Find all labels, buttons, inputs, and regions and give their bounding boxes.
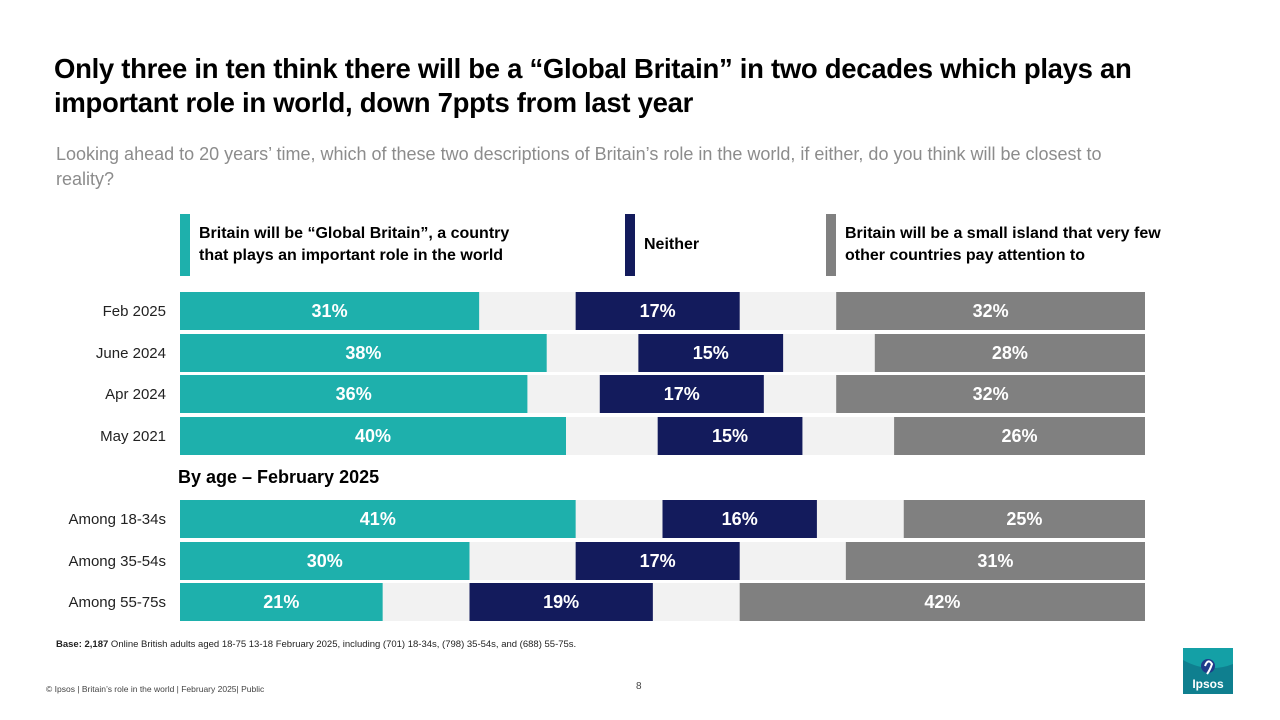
legend-label-neither: Neither xyxy=(644,236,700,253)
bar-small-among-35-54s xyxy=(845,542,1145,580)
bar-neither-june-2024 xyxy=(638,334,784,372)
bar-small-feb-2025 xyxy=(836,292,1145,330)
bar-global-may-2021 xyxy=(180,417,566,455)
bar-global-apr-2024 xyxy=(180,375,528,413)
bar-small-among-18-34s xyxy=(903,500,1145,538)
section-label-by-age: By age – February 2025 xyxy=(178,467,380,487)
bar-label-small-feb-2025: 32% xyxy=(973,301,1009,321)
ipsos-logo: Ipsos xyxy=(1183,648,1233,694)
legend-item-neither: Neither xyxy=(625,214,764,276)
base-note-bold: Base: 2,187 xyxy=(56,639,109,650)
bar-global-june-2024 xyxy=(180,334,547,372)
bar-label-neither-among-18-34s: 16% xyxy=(722,509,758,529)
bar-label-neither-apr-2024: 17% xyxy=(664,384,700,404)
row-label-apr-2024: Apr 2024 xyxy=(105,386,166,403)
bar-label-global-among-55-75s: 21% xyxy=(263,592,299,612)
row-label-june-2024: June 2024 xyxy=(96,345,166,362)
bar-neither-among-35-54s xyxy=(575,542,740,580)
legend-label-global: Britain will be “Global Britain”, a coun… xyxy=(199,225,510,264)
bar-neither-feb-2025 xyxy=(575,292,740,330)
bar-label-global-among-18-34s: 41% xyxy=(360,509,396,529)
footer-text: © Ipsos | Britain’s role in the world | … xyxy=(46,684,265,694)
bar-label-small-june-2024: 28% xyxy=(992,343,1028,363)
bar-label-global-feb-2025: 31% xyxy=(312,301,348,321)
bar-label-neither-june-2024: 15% xyxy=(693,343,729,363)
legend-swatch-neither xyxy=(625,214,635,276)
bar-global-among-35-54s xyxy=(180,542,470,580)
row-label-among-18-34s: Among 18-34s xyxy=(68,511,166,528)
bar-label-global-may-2021: 40% xyxy=(355,426,391,446)
bar-label-global-june-2024: 38% xyxy=(345,343,381,363)
bar-global-feb-2025 xyxy=(180,292,480,330)
bar-label-neither-feb-2025: 17% xyxy=(640,301,676,321)
bar-neither-may-2021 xyxy=(657,417,803,455)
legend-item-global-britain: Britain will be “Global Britain”, a coun… xyxy=(180,214,539,276)
logo-wordmark: Ipsos xyxy=(1192,677,1224,691)
bar-small-apr-2024 xyxy=(836,375,1145,413)
row-label-feb-2025: Feb 2025 xyxy=(103,303,166,320)
bar-small-may-2021 xyxy=(894,417,1145,455)
legend-item-small-island: Britain will be a small island that very… xyxy=(826,214,1165,276)
page-number: 8 xyxy=(636,681,642,692)
bar-label-small-among-55-75s: 42% xyxy=(924,592,960,612)
bar-neither-among-18-34s xyxy=(662,500,817,538)
bar-small-among-55-75s xyxy=(739,583,1145,621)
bar-label-neither-may-2021: 15% xyxy=(712,426,748,446)
bar-label-neither-among-55-75s: 19% xyxy=(543,592,579,612)
bar-label-small-among-18-34s: 25% xyxy=(1006,509,1042,529)
bar-neither-among-55-75s xyxy=(469,583,653,621)
row-label-among-35-54s: Among 35-54s xyxy=(68,553,166,570)
bar-neither-apr-2024 xyxy=(599,375,764,413)
row-label-among-55-75s: Among 55-75s xyxy=(68,594,166,611)
base-note: Base: 2,187 Online British adults aged 1… xyxy=(56,639,576,650)
bar-small-june-2024 xyxy=(874,334,1145,372)
legend-label-small: Britain will be a small island that very… xyxy=(845,225,1161,264)
row-label-may-2021: May 2021 xyxy=(100,428,166,445)
bar-global-among-55-75s xyxy=(180,583,383,621)
logo-mark-icon xyxy=(1183,648,1233,694)
bar-global-among-18-34s xyxy=(180,500,576,538)
bar-label-small-apr-2024: 32% xyxy=(973,384,1009,404)
legend-swatch-global xyxy=(180,214,190,276)
bar-label-global-apr-2024: 36% xyxy=(336,384,372,404)
base-note-text: Online British adults aged 18-75 13-18 F… xyxy=(108,639,577,650)
bar-label-small-may-2021: 26% xyxy=(1002,426,1038,446)
bar-label-global-among-35-54s: 30% xyxy=(307,551,343,571)
question-subtitle: Looking ahead to 20 years’ time, which o… xyxy=(56,144,1102,189)
bar-label-small-among-35-54s: 31% xyxy=(977,551,1013,571)
bar-label-neither-among-35-54s: 17% xyxy=(640,551,676,571)
legend-swatch-small xyxy=(826,214,836,276)
page-title: Only three in ten think there will be a … xyxy=(54,53,1132,118)
